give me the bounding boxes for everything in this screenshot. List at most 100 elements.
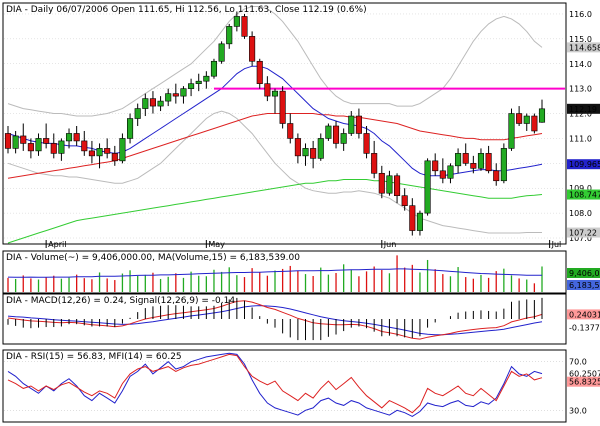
candle-body — [226, 26, 233, 45]
volume-bars — [7, 255, 543, 292]
candle-body — [378, 172, 385, 194]
price-value-tag-bg — [567, 42, 600, 53]
candle-body — [149, 98, 156, 107]
candle-body — [65, 133, 73, 142]
candle-body — [462, 153, 469, 164]
upper-band-line — [7, 6, 543, 117]
candle-body — [516, 113, 523, 124]
price-value-tag-bg — [567, 159, 600, 170]
volume-ma-line — [7, 268, 542, 278]
macd-value-tag-bg — [567, 309, 600, 320]
rsi-axis-ticks: 70.0 30.0 — [569, 358, 587, 416]
candle-body — [172, 93, 179, 97]
mfi-value-tag: 60.2507 — [567, 368, 600, 379]
candle-body — [88, 150, 95, 157]
signal-value-tag-bg — [567, 322, 600, 333]
candle-body — [20, 135, 27, 144]
volume-panel-title: DIA - Volume(~) = 9,406,000.00, MA(Volum… — [6, 253, 300, 263]
candle-body — [233, 16, 240, 27]
volume-ma-value-tag: 6,183,539 — [567, 280, 600, 290]
price-value-tag: 107.22 — [567, 227, 600, 238]
candle-body — [157, 100, 164, 107]
rsi-value-tag: 56.8325 — [567, 376, 600, 387]
candle-body — [500, 148, 507, 182]
price-value-tag-bg — [567, 103, 600, 114]
candle-body — [477, 153, 485, 169]
candle-body — [27, 143, 34, 152]
candle-body — [348, 115, 355, 134]
price-value-tag-text: 109.965 — [569, 160, 600, 169]
candle-body — [96, 148, 103, 157]
price-tick-label: 112.0 — [569, 110, 592, 119]
rsi-tick-label: 70.0 — [569, 358, 587, 367]
signal-value-tag-text: -0.137713 — [569, 324, 600, 333]
price-value-tag: 109.965 — [567, 159, 600, 170]
price-panel-frame — [2, 2, 567, 245]
candle-body — [485, 153, 492, 172]
price-value-tags: 114.658 112.19 109.965 108.747 107.22 — [567, 42, 600, 238]
candle-body — [188, 83, 195, 89]
candle-body — [279, 90, 286, 124]
price-value-tag-text: 114.658 — [569, 43, 600, 52]
rsi-mfi-lines — [7, 352, 543, 417]
candle-body — [432, 160, 439, 172]
price-panel-title: DIA - Daily 06/07/2006 Open 111.65, Hi 1… — [6, 5, 367, 15]
price-value-tag: 112.19 — [567, 103, 600, 114]
rsi-value-tag-text: 56.8325 — [569, 378, 600, 387]
macd-panel-title: DIA - MACD(12,26) = 0.24, Signal(12,26,9… — [6, 296, 235, 306]
candle-body — [134, 108, 141, 119]
candle-body — [493, 170, 500, 182]
price-tick-label: 113.0 — [569, 85, 592, 94]
candle-body — [508, 113, 515, 149]
candle-body — [294, 138, 301, 157]
macd-value-tag-text: 0.240314 — [569, 310, 600, 319]
candle-body — [424, 160, 431, 214]
candle-body — [340, 133, 347, 144]
volume-value-tags: 9,406,000 6,183,539 — [567, 268, 600, 290]
candle-body — [241, 16, 248, 37]
candle-body — [531, 115, 538, 132]
price-tick-label: 108.0 — [569, 209, 592, 218]
price-value-tag-bg — [567, 227, 600, 238]
price-value-tag-text: 107.22 — [569, 229, 597, 238]
rsi-tick-label: 30.0 — [569, 406, 587, 415]
mfi-value-tag-text: 60.2507 — [569, 370, 600, 379]
candle-body — [119, 138, 126, 162]
price-value-tag: 114.658 — [567, 42, 600, 53]
date-tick-label: May — [208, 240, 225, 249]
candle-body — [249, 36, 256, 62]
macd-value-tag: 0.240314 — [567, 309, 600, 320]
signal-value-tag: -0.137713 — [567, 322, 600, 333]
price-value-tag-bg — [567, 189, 600, 200]
candle-body — [127, 118, 134, 139]
date-axis-ticks: April May Jun Jul — [45, 240, 562, 249]
candle-body — [325, 125, 332, 139]
candle-body — [523, 115, 530, 124]
candle-body — [73, 133, 80, 142]
candle-body — [195, 80, 202, 84]
candle-body — [363, 133, 370, 154]
volume-ma-value-tag-bg — [567, 280, 600, 290]
candle-body — [470, 163, 477, 169]
candle-body — [355, 115, 362, 134]
candle-body — [142, 98, 149, 109]
price-value-tag-text: 112.19 — [569, 105, 597, 114]
candle-body — [81, 140, 88, 152]
candle-body — [165, 93, 172, 102]
candle-body — [401, 195, 408, 206]
candle-body — [180, 88, 187, 97]
rsi-panel-frame — [2, 349, 567, 423]
volume-ma-line — [7, 268, 542, 278]
date-tick-label: Jul — [551, 240, 562, 249]
signal-line — [7, 305, 543, 336]
volume-value-tag: 9,406,000 — [567, 268, 600, 278]
candle-body — [271, 90, 279, 97]
candle-body — [371, 153, 378, 174]
candle-body — [264, 83, 271, 97]
candle-body — [302, 148, 309, 157]
price-value-tag-text: 108.747 — [569, 191, 600, 200]
price-tick-label: 115.0 — [569, 35, 592, 44]
volume-ma-value-tag-text: 6,183,539 — [569, 281, 600, 290]
date-tick-label: April — [48, 240, 66, 249]
